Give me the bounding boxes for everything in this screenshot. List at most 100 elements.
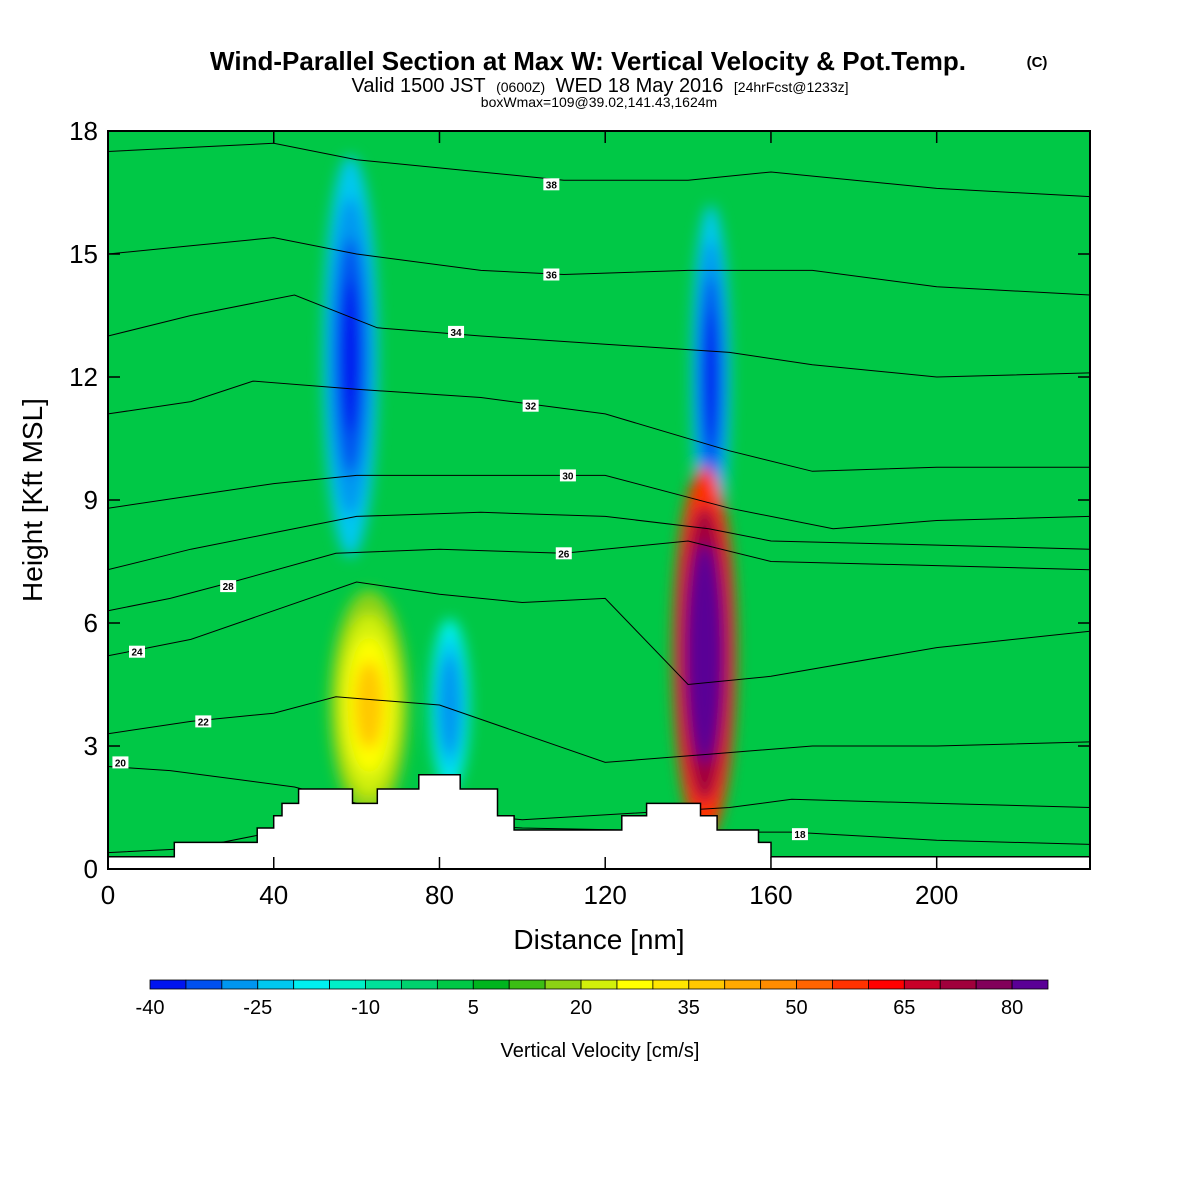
colorbar-swatch (724, 979, 762, 990)
theta-contour-label: 26 (558, 549, 570, 560)
y-tick-label: 0 (84, 854, 98, 884)
theta-contour-labels: 18 20 22 24 26 28 30 32 34 36 38 (112, 178, 808, 841)
colorbar: -40 -25 -10 5 20 35 50 65 80 (136, 979, 1049, 1019)
terrain (108, 773, 1090, 869)
velocity-feature-updraft (693, 582, 717, 726)
x-tick-label: 200 (915, 880, 958, 910)
colorbar-swatch (544, 979, 582, 990)
theta-label-box (543, 268, 560, 281)
colorbar-tick-label: 5 (468, 997, 479, 1019)
colorbar-swatch (401, 979, 438, 990)
colorbar-swatch (472, 979, 510, 990)
x-tick-label: 160 (749, 880, 792, 910)
velocity-feature-downdraft (442, 671, 458, 739)
colorbar-swatch (149, 979, 187, 990)
theta-label-box (112, 756, 129, 769)
colorbar-swatch (832, 979, 869, 990)
theta-contour-line (108, 511, 1090, 571)
y-tick-label: 12 (69, 362, 98, 392)
theta-contour-line (108, 142, 1090, 198)
theta-contour-line (108, 237, 1090, 296)
theta-contour-label: 34 (450, 328, 462, 339)
theta-contour-label: 32 (525, 402, 537, 413)
x-axis-ticks: 0 40 80 120 160 200 (101, 131, 958, 910)
colorbar-label: Vertical Velocity [cm/s] (501, 1040, 700, 1062)
x-tick-label: 120 (584, 880, 627, 910)
colorbar-swatch (975, 979, 1013, 990)
theta-label-box (448, 325, 465, 338)
colorbar-swatch (293, 979, 330, 990)
forecast-info: [24hrFcst@1233z] (734, 79, 849, 95)
y-tick-label: 9 (84, 485, 98, 515)
colorbar-swatch (868, 979, 905, 990)
theta-contour-label: 36 (546, 271, 558, 282)
theta-label-box (555, 547, 572, 560)
colorbar-swatch (185, 979, 223, 990)
theta-contour-line (108, 474, 1090, 530)
valid-date: WED 18 May 2016 (556, 75, 724, 97)
velocity-feature-updraft (354, 660, 384, 750)
valid-line: Valid 1500 JST (0600Z) WED 18 May 2016 [… (351, 75, 848, 97)
theta-contour-line (108, 540, 1090, 612)
theta-label-box (543, 178, 560, 191)
y-tick-label: 3 (84, 731, 98, 761)
velocity-feature-downdraft (703, 310, 719, 444)
theta-label-box (129, 645, 146, 658)
colorbar-swatch (1011, 979, 1049, 990)
y-axis-label: Height [Kft MSL] (17, 398, 48, 602)
box-wmax: boxWmax=109@39.02,141.43,1624m (481, 94, 717, 110)
theta-contour-label: 24 (131, 648, 143, 659)
theta-contour-line (108, 294, 1090, 378)
y-tick-label: 6 (84, 608, 98, 638)
x-tick-label: 0 (101, 880, 115, 910)
velocity-background (108, 131, 1090, 869)
colorbar-tick-label: 50 (785, 997, 807, 1019)
colorbar-swatch (508, 979, 546, 990)
theta-contour-label: 20 (115, 758, 127, 769)
y-tick-label: 18 (69, 116, 98, 146)
x-axis-label: Distance [nm] (513, 924, 684, 955)
colorbar-swatch (688, 979, 726, 990)
theta-contour-line (108, 696, 1090, 763)
colorbar-swatch (616, 979, 654, 990)
velocity-feature-downdraft (340, 279, 361, 434)
theta-contour-label: 38 (546, 180, 558, 191)
colorbar-swatch (939, 979, 977, 990)
theta-label-box (791, 828, 808, 841)
theta-label-box (220, 580, 237, 593)
colorbar-swatch (796, 979, 833, 990)
colorbar-swatch (436, 979, 474, 990)
colorbar-swatch (580, 979, 618, 990)
colorbar-swatch (257, 979, 295, 990)
x-tick-label: 40 (259, 880, 288, 910)
theta-contour-label: 28 (223, 582, 235, 593)
theta-contour-label: 18 (794, 830, 806, 841)
colorbar-tick-label: -25 (243, 997, 272, 1019)
colorbar-swatch (221, 979, 259, 990)
colorbar-swatch (903, 979, 941, 990)
colorbar-tick-label: 20 (570, 997, 592, 1019)
theta-label-box (195, 715, 212, 728)
y-tick-label: 15 (69, 239, 98, 269)
valid-time: Valid 1500 JST (351, 75, 485, 97)
theta-contour-label: 30 (562, 471, 574, 482)
velocity-field (322, 155, 737, 841)
theta-contour-line (108, 581, 1090, 686)
theta-contour-label: 22 (198, 717, 210, 728)
plot-area (108, 131, 1090, 869)
theta-label-box (559, 469, 576, 482)
colorbar-tick-label: -10 (351, 997, 380, 1019)
colorbar-swatch (652, 979, 690, 990)
theta-label-box (522, 399, 539, 412)
theta-contours (108, 142, 1090, 854)
valid-utc: (0600Z) (496, 79, 545, 95)
colorbar-tick-label: 80 (1001, 997, 1023, 1019)
theta-contour-line (108, 380, 1090, 472)
x-tick-label: 80 (425, 880, 454, 910)
colorbar-tick-label: 65 (893, 997, 915, 1019)
colorbar-tick-label: -40 (136, 997, 165, 1019)
chart-title: Wind-Parallel Section at Max W: Vertical… (210, 46, 966, 76)
colorbar-swatch (365, 979, 402, 990)
